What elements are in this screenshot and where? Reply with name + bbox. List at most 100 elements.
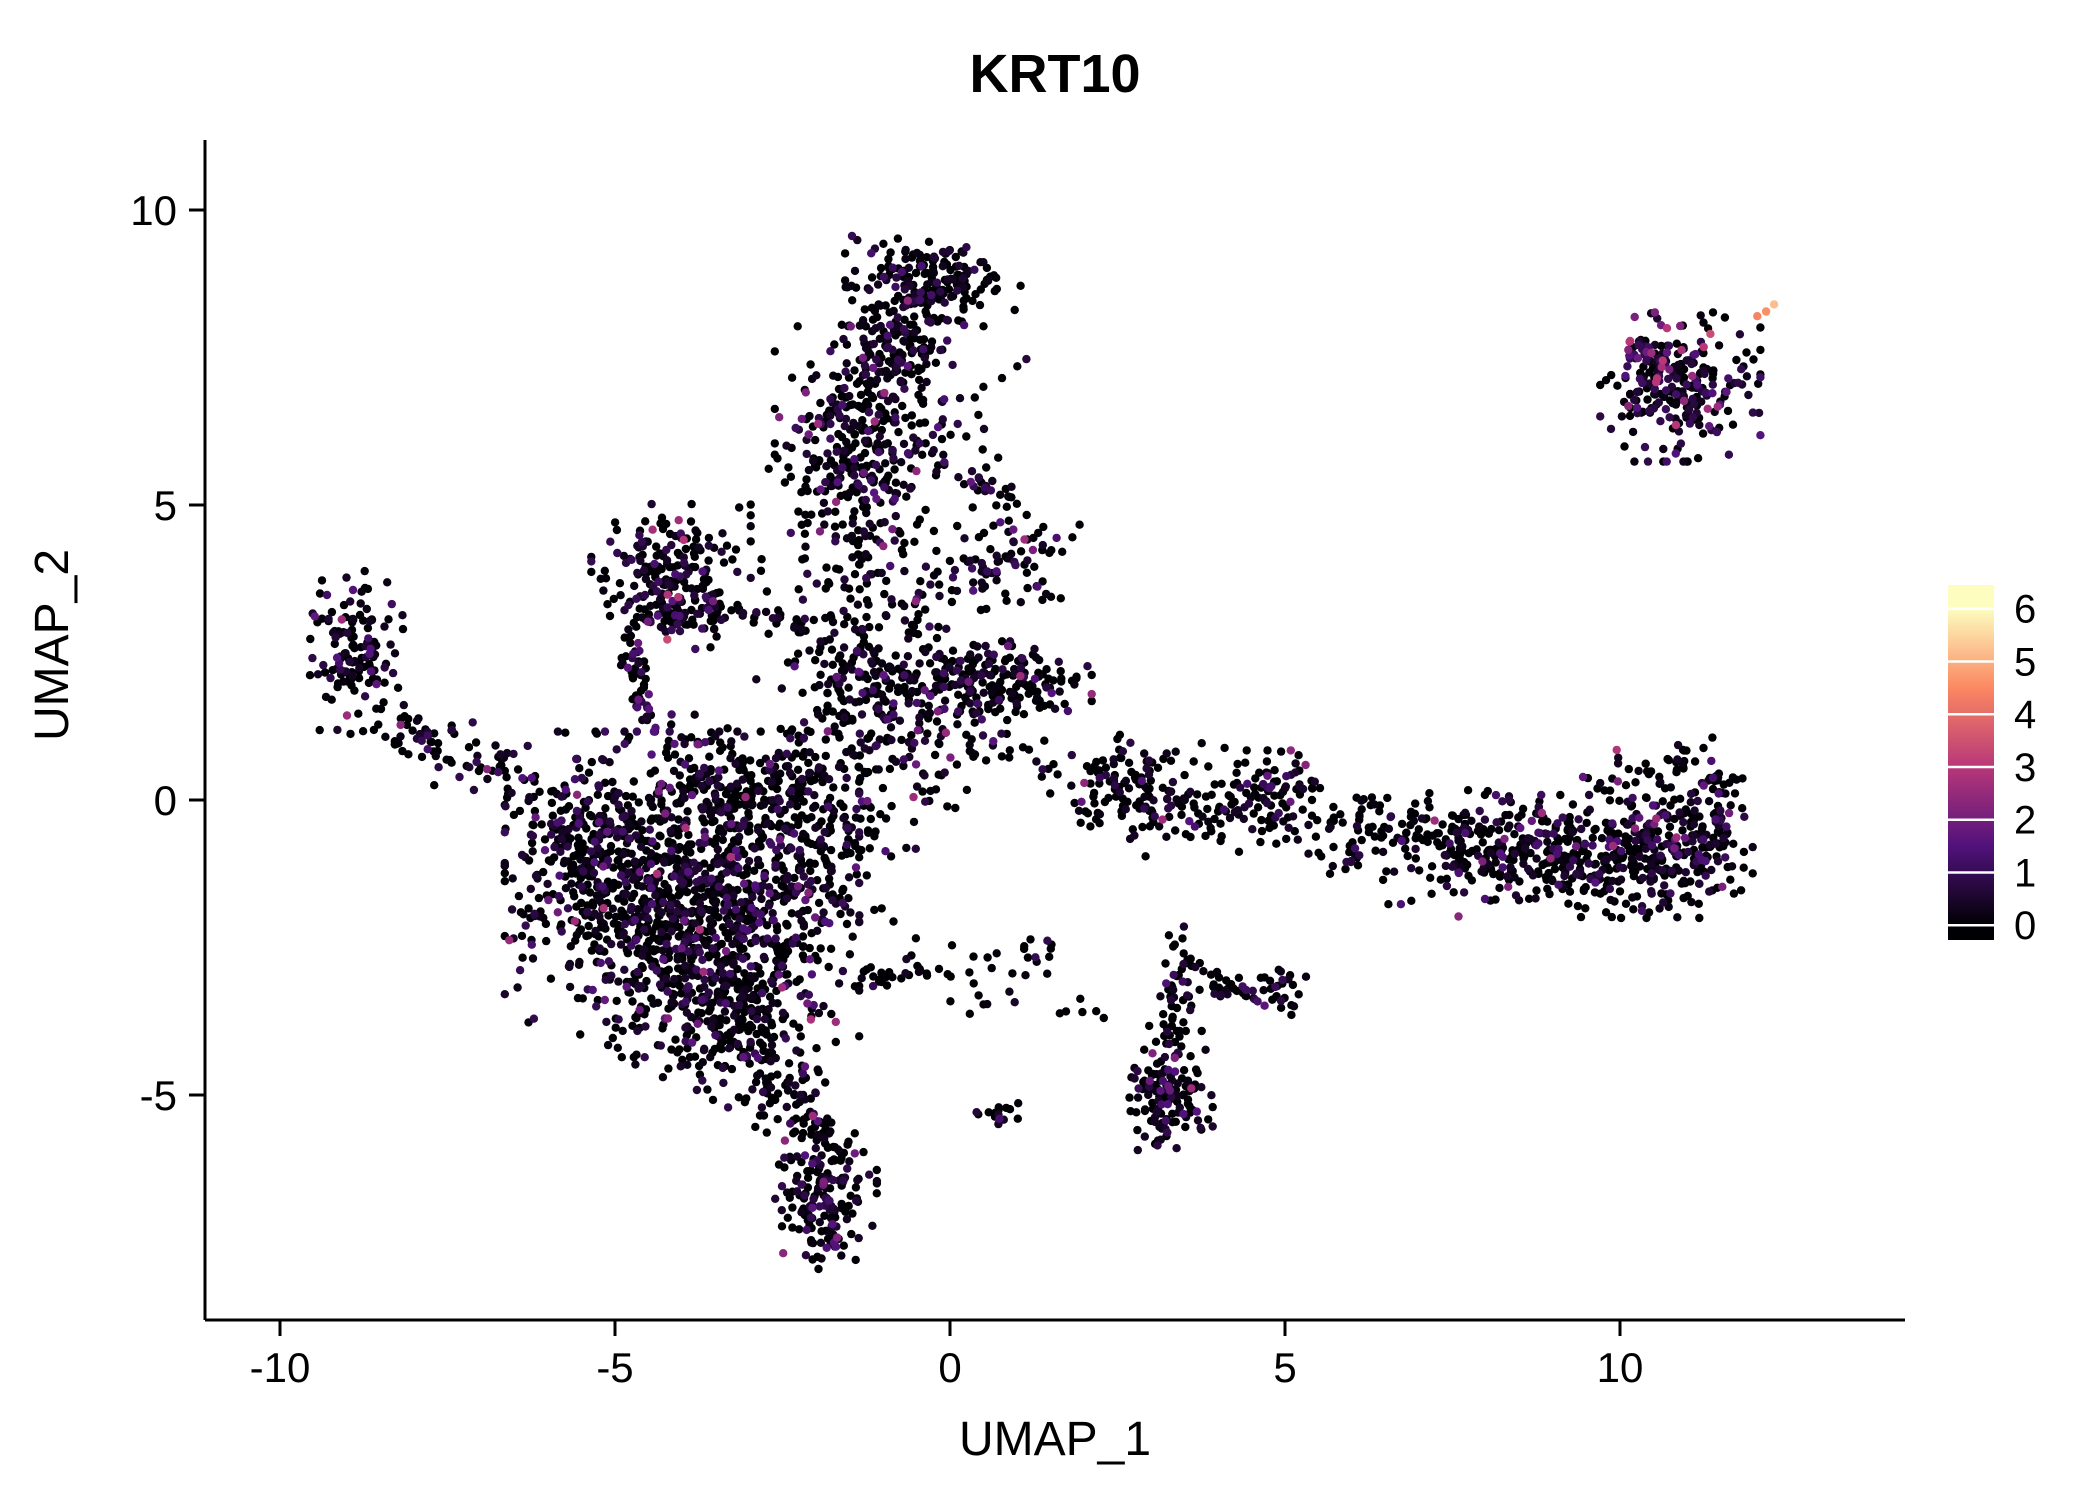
cell-point: [1145, 1021, 1154, 1031]
cell-point: [1126, 738, 1135, 747]
cell-point: [315, 589, 325, 598]
cell-point: [1183, 1099, 1193, 1108]
cell-point: [696, 906, 705, 915]
cell-point: [620, 727, 629, 736]
scatter-points-layer: [305, 231, 1779, 1274]
cell-point: [913, 630, 923, 639]
cell-point: [681, 961, 690, 970]
cell-point: [776, 724, 785, 734]
cell-point: [822, 462, 831, 471]
cell-point: [646, 799, 655, 808]
cell-point: [866, 963, 875, 972]
cell-point: [1016, 281, 1025, 290]
cell-point: [638, 951, 647, 960]
cell-point: [1518, 804, 1528, 813]
cell-point: [972, 708, 981, 718]
cell-point: [1713, 857, 1723, 866]
cell-point: [1005, 987, 1014, 996]
cell-point: [632, 622, 641, 631]
cell-point: [1152, 1108, 1161, 1117]
cell-point: [891, 757, 901, 766]
cell-point: [690, 591, 699, 600]
cell-point: [1133, 1066, 1142, 1076]
cell-point: [569, 851, 578, 861]
cell-point: [756, 727, 765, 736]
cell-point: [1204, 1115, 1213, 1124]
cell-point: [1624, 764, 1634, 774]
cell-point: [840, 583, 849, 592]
cell-point: [1005, 753, 1014, 762]
cell-point: [639, 683, 649, 692]
cell-point: [1729, 839, 1738, 848]
cell-point: [1659, 444, 1668, 454]
cell-point: [1414, 825, 1424, 834]
cell-point: [693, 609, 702, 618]
cell-point: [969, 952, 978, 961]
cell-point: [1145, 822, 1155, 831]
cell-point: [970, 393, 979, 402]
cell-point: [1676, 794, 1685, 803]
cell-point: [921, 647, 930, 657]
cell-point: [814, 1264, 823, 1274]
cell-point: [924, 701, 933, 710]
cell-point: [728, 939, 737, 949]
cell-point: [820, 1134, 829, 1143]
cell-point: [851, 439, 860, 448]
cell-point: [832, 564, 841, 573]
cell-point: [1560, 871, 1569, 881]
cell-point: [1290, 827, 1300, 836]
cell-point: [711, 791, 720, 800]
cell-point: [794, 1023, 804, 1032]
cell-point: [851, 841, 860, 851]
cell-point: [802, 475, 811, 484]
cell-point: [746, 756, 755, 765]
cell-point: [718, 1037, 727, 1047]
cell-point: [891, 651, 900, 660]
cell-point: [894, 427, 903, 437]
cell-point: [1248, 825, 1257, 834]
cell-point: [987, 963, 996, 973]
cell-point: [729, 958, 738, 967]
cell-point: [1728, 420, 1738, 429]
cell-point: [535, 787, 544, 796]
cell-point: [814, 898, 824, 908]
cell-point: [945, 556, 955, 566]
cell-point: [1544, 868, 1553, 878]
cell-point: [727, 606, 736, 615]
cell-point: [1620, 442, 1629, 451]
cell-point: [1196, 1123, 1205, 1133]
cell-point: [1168, 1012, 1177, 1021]
cell-point: [1140, 1045, 1149, 1054]
cell-point: [734, 1000, 744, 1010]
cell-point: [1627, 854, 1637, 863]
cell-point: [1010, 998, 1019, 1007]
cell-point: [380, 622, 389, 631]
cell-point: [664, 580, 674, 590]
cell-point: [399, 700, 408, 710]
cell-point: [691, 535, 701, 544]
cell-point: [1563, 837, 1572, 846]
cell-point: [684, 754, 694, 763]
cell-point: [713, 859, 722, 869]
cell-point: [914, 967, 924, 977]
cell-point: [606, 846, 615, 856]
cell-point: [596, 574, 605, 583]
cell-point: [791, 749, 800, 758]
cell-point: [850, 625, 860, 634]
cell-point: [858, 316, 868, 325]
cell-point: [675, 889, 684, 898]
cell-point: [1232, 768, 1241, 777]
cell-point: [625, 732, 634, 742]
cell-point: [442, 755, 451, 764]
cell-point: [622, 890, 631, 899]
cell-point: [641, 1022, 650, 1031]
cell-point: [1276, 996, 1286, 1005]
cell-point: [1086, 779, 1095, 788]
cell-point: [771, 875, 781, 884]
cell-point: [584, 768, 594, 777]
cell-point: [953, 521, 962, 531]
cell-point: [724, 1044, 734, 1053]
cell-point: [691, 526, 700, 535]
cell-point: [884, 254, 893, 264]
cell-point: [987, 688, 996, 697]
